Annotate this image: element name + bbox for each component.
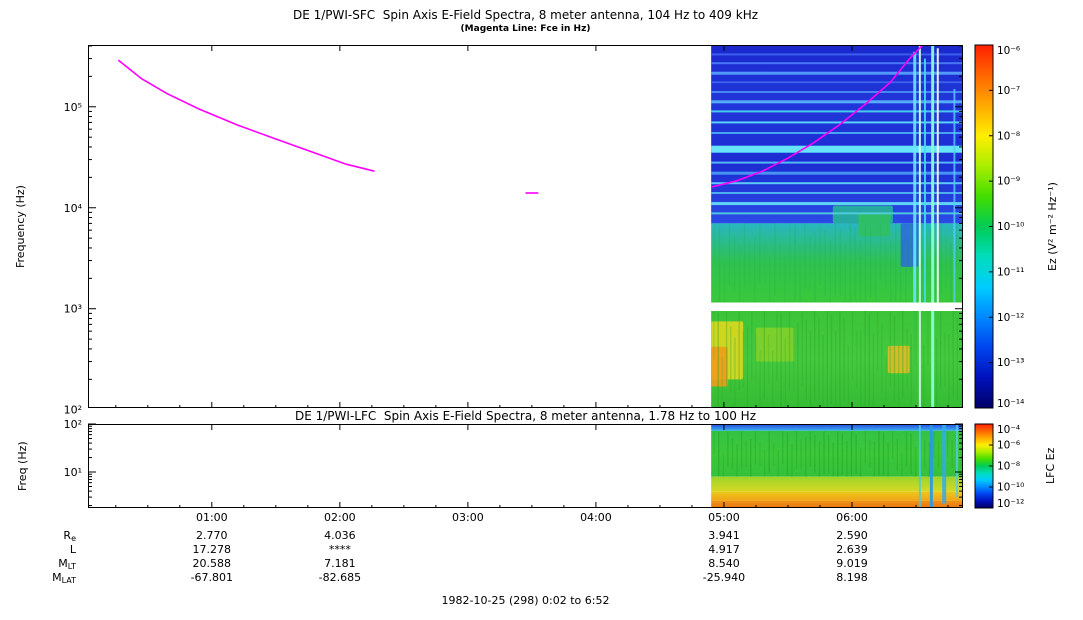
ephemeris-value: 8.540 [708,557,740,570]
colorbar-tick-label: 10⁻¹¹ [997,266,1024,278]
y-tick-label: 10³ [64,303,82,316]
sfc-spectrogram-data [117,45,963,408]
time-range-caption: 1982-10-25 (298) 0:02 to 6:52 [441,594,610,607]
colorbar-tick-label: 10⁻⁸ [997,130,1020,142]
colorbar-tick-label: 10⁻¹⁴ [997,398,1024,410]
x-tick-label: 04:00 [580,511,612,524]
colorbar-tick-label: 10⁻⁶ [997,440,1020,452]
y-tick-label: 10⁵ [64,101,82,114]
sfc-subtitle: (Magenta Line: Fce in Hz) [460,24,591,34]
colorbar-tick-label: 10⁻¹² [997,498,1024,510]
ephemeris-value: 7.181 [324,557,356,570]
ephemeris-value: -82.685 [319,571,361,584]
colorbar-tick-label: 10⁻⁸ [997,461,1020,473]
colorbar-tick-label: 10⁻⁹ [997,176,1020,188]
ephemeris-row-label: MLT [58,557,76,571]
colorbar-tick-label: 10⁻⁶ [997,45,1020,57]
colorbar-tick-label: 10⁻¹⁰ [997,482,1024,494]
ephemeris-value: 3.941 [708,529,740,542]
y-tick-label: 10² [64,418,82,431]
ephemeris-value: -67.801 [191,571,233,584]
x-tick-label: 06:00 [836,511,868,524]
ephemeris-value: 2.590 [836,529,868,542]
x-tick-label: 01:00 [196,511,228,524]
ephemeris-value: 17.278 [193,543,232,556]
colorbar-tick-label: 10⁻⁴ [997,424,1020,436]
ephemeris-row-label: L [70,543,77,556]
sfc-title: DE 1/PWI-SFC Spin Axis E-Field Spectra, … [292,8,759,22]
ephemeris-row-label: MLAT [52,571,76,585]
x-tick-label: 03:00 [452,511,484,524]
x-tick-label: 02:00 [324,511,356,524]
sfc-spectrogram-frame [88,45,963,408]
colorbar-tick-label: 10⁻¹³ [997,357,1024,369]
fce-line [117,59,375,172]
ephemeris-value: 20.588 [193,557,232,570]
ephemeris-value: 2.770 [196,529,228,542]
colorbar-tick-label: 10⁻⁷ [997,85,1020,97]
lfc-spectrogram-frame [88,424,963,508]
ephemeris-row-label: Re [63,529,76,543]
y-tick-label: 10⁴ [64,202,83,215]
ephemeris-value: 2.639 [836,543,868,556]
colorbar-tick-label: 10⁻¹⁰ [997,221,1024,233]
lfc-title: DE 1/PWI-LFC Spin Axis E-Field Spectra, … [294,409,756,423]
y-tick-label: 10¹ [64,466,82,479]
x-tick-label: 05:00 [708,511,740,524]
ephemeris-value: 8.198 [836,571,868,584]
lfc-spectrogram-data [711,424,963,508]
fce-line [711,45,923,188]
colorbar-tick-label: 10⁻¹² [997,312,1024,324]
ephemeris-value: 4.036 [324,529,356,542]
ephemeris-value: 9.019 [836,557,868,570]
y-tick-label: 10² [64,404,82,417]
ephemeris-value: 4.917 [708,543,740,556]
ephemeris-value: -25.940 [703,571,745,584]
ephemeris-value: **** [329,543,352,556]
